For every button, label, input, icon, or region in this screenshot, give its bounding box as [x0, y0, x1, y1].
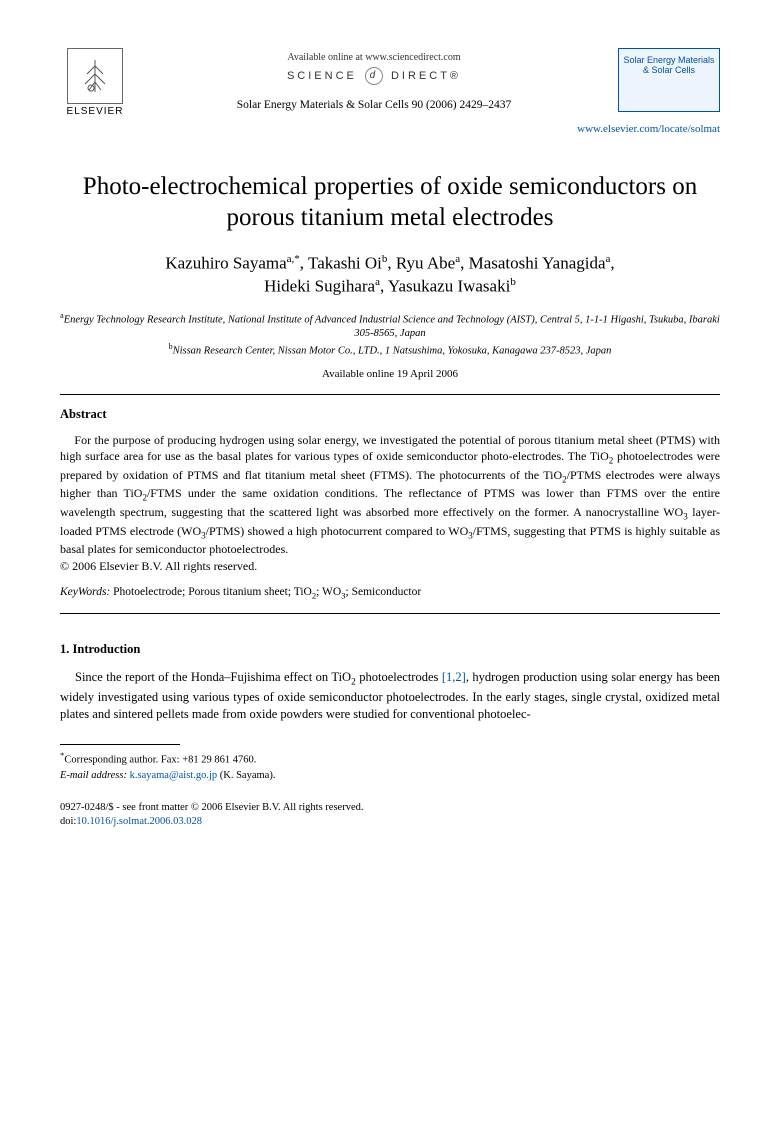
- doi-label: doi:: [60, 816, 76, 827]
- divider-keywords: [60, 613, 720, 614]
- header-center: Available online at www.sciencedirect.co…: [130, 48, 618, 111]
- email-link[interactable]: k.sayama@aist.go.jp: [130, 770, 218, 781]
- author-2: Takashi Oi: [308, 253, 382, 272]
- issn-line: 0927-0248/$ - see front matter © 2006 El…: [60, 801, 720, 815]
- author-6-aff: b: [510, 276, 516, 288]
- abstract-copyright: © 2006 Elsevier B.V. All rights reserved…: [60, 559, 720, 574]
- author-1: Kazuhiro Sayama: [165, 253, 286, 272]
- journal-cover-box: Solar Energy Materials & Solar Cells: [618, 48, 720, 112]
- sd-right: DIRECT®: [391, 70, 461, 82]
- footer-block: 0927-0248/$ - see front matter © 2006 El…: [60, 801, 720, 829]
- author-1-corr: *: [294, 253, 300, 265]
- keywords-line: KeyWords: Photoelectrode; Porous titaniu…: [60, 586, 720, 600]
- email-label: E-mail address:: [60, 770, 127, 781]
- sd-left: SCIENCE: [287, 70, 357, 82]
- available-date: Available online 19 April 2006: [60, 368, 720, 380]
- corresponding-footnote: *Corresponding author. Fax: +81 29 861 4…: [60, 749, 720, 783]
- journal-url-link[interactable]: www.elsevier.com/locate/solmat: [60, 123, 720, 135]
- journal-citation: Solar Energy Materials & Solar Cells 90 …: [130, 99, 618, 111]
- article-title: Photo-electrochemical properties of oxid…: [60, 171, 720, 234]
- author-3-aff: a: [455, 253, 460, 265]
- publisher-name: ELSEVIER: [60, 106, 130, 117]
- publisher-logo-block: ELSEVIER: [60, 48, 130, 117]
- affil-a: Energy Technology Research Institute, Na…: [64, 314, 720, 339]
- sd-dot-icon: d: [365, 67, 383, 85]
- doi-link[interactable]: 10.1016/j.solmat.2006.03.028: [76, 816, 202, 827]
- tree-icon: [75, 56, 115, 96]
- author-2-aff: b: [382, 253, 388, 265]
- affil-b: Nissan Research Center, Nissan Motor Co.…: [173, 345, 612, 356]
- journal-box-line1: Solar Energy Materials: [619, 55, 719, 65]
- author-5-aff: a: [375, 276, 380, 288]
- author-3: Ryu Abe: [396, 253, 455, 272]
- page-header: ELSEVIER Available online at www.science…: [60, 48, 720, 117]
- author-list: Kazuhiro Sayamaa,*, Takashi Oib, Ryu Abe…: [60, 252, 720, 299]
- available-online-text: Available online at www.sciencedirect.co…: [130, 52, 618, 63]
- intro-text-1: Since the report of the Honda–Fujishima …: [75, 670, 442, 684]
- journal-cover-block: Solar Energy Materials & Solar Cells: [618, 48, 720, 112]
- keywords-text: Photoelectrode; Porous titanium sheet; T…: [110, 586, 421, 598]
- email-author: (K. Sayama).: [217, 770, 275, 781]
- author-4-aff: a: [606, 253, 611, 265]
- author-4: Masatoshi Yanagida: [469, 253, 606, 272]
- doi-line: doi:10.1016/j.solmat.2006.03.028: [60, 815, 720, 829]
- author-5: Hideki Sugihara: [264, 277, 375, 296]
- science-direct-logo: SCIENCE d DIRECT®: [130, 67, 618, 85]
- abstract-heading: Abstract: [60, 407, 720, 422]
- citation-link[interactable]: [1,2]: [442, 670, 466, 684]
- author-6: Yasukazu Iwasaki: [388, 277, 510, 296]
- divider-top: [60, 394, 720, 395]
- abstract-text: For the purpose of producing hydrogen us…: [60, 432, 720, 557]
- introduction-heading: 1. Introduction: [60, 642, 720, 657]
- keywords-label: KeyWords:: [60, 586, 110, 598]
- elsevier-tree-icon: [67, 48, 123, 104]
- article-page: ELSEVIER Available online at www.science…: [0, 0, 780, 870]
- introduction-paragraph: Since the report of the Honda–Fujishima …: [60, 669, 720, 723]
- affiliations: aEnergy Technology Research Institute, N…: [60, 311, 720, 359]
- corr-text: Corresponding author. Fax: +81 29 861 47…: [64, 755, 256, 766]
- journal-box-line2: & Solar Cells: [619, 65, 719, 75]
- footnote-divider: [60, 744, 180, 745]
